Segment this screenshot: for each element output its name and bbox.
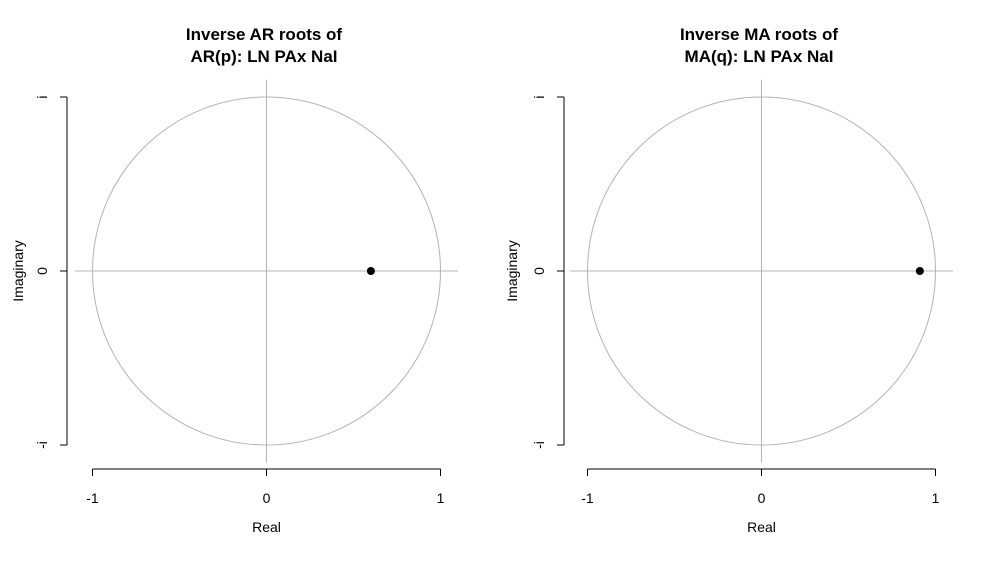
x-tick-label: 0 <box>263 490 271 506</box>
x-axis-title: Real <box>252 519 281 535</box>
y-tick-label: i <box>531 95 547 98</box>
x-tick-label: -1 <box>581 490 594 506</box>
chart-title-line-1: Inverse AR roots of <box>186 25 343 44</box>
x-axis-title: Real <box>747 519 776 535</box>
x-tick-label: -1 <box>86 490 99 506</box>
unit-circle <box>587 96 936 446</box>
y-tick-label: i <box>34 95 50 98</box>
y-tick-label: 0 <box>531 267 547 275</box>
chart-title-line-2: AR(p): LN PAx NaI <box>190 47 337 66</box>
y-tick-label: -i <box>34 441 50 449</box>
y-tick-label: 0 <box>34 267 50 275</box>
x-tick-label: 0 <box>758 490 766 506</box>
root-point <box>915 267 924 275</box>
x-tick-label: 1 <box>932 490 940 506</box>
chart-panel-1: Inverse AR roots of AR(p): LN PAx NaI -1 0 1… <box>10 25 458 535</box>
x-tick-label: 1 <box>437 490 445 506</box>
unit-circle <box>92 96 441 446</box>
y-axis-title: Imaginary <box>10 240 26 301</box>
root-point <box>366 267 375 275</box>
y-tick-label: -i <box>531 441 547 449</box>
chart-panel-2: Inverse MA roots of MA(q): LN PAx NaI -1 0 1… <box>504 25 953 535</box>
chart-title-line-1: Inverse MA roots of <box>680 25 838 44</box>
y-axis-title: Imaginary <box>504 240 520 301</box>
chart-title-line-2: MA(q): LN PAx NaI <box>685 47 834 66</box>
